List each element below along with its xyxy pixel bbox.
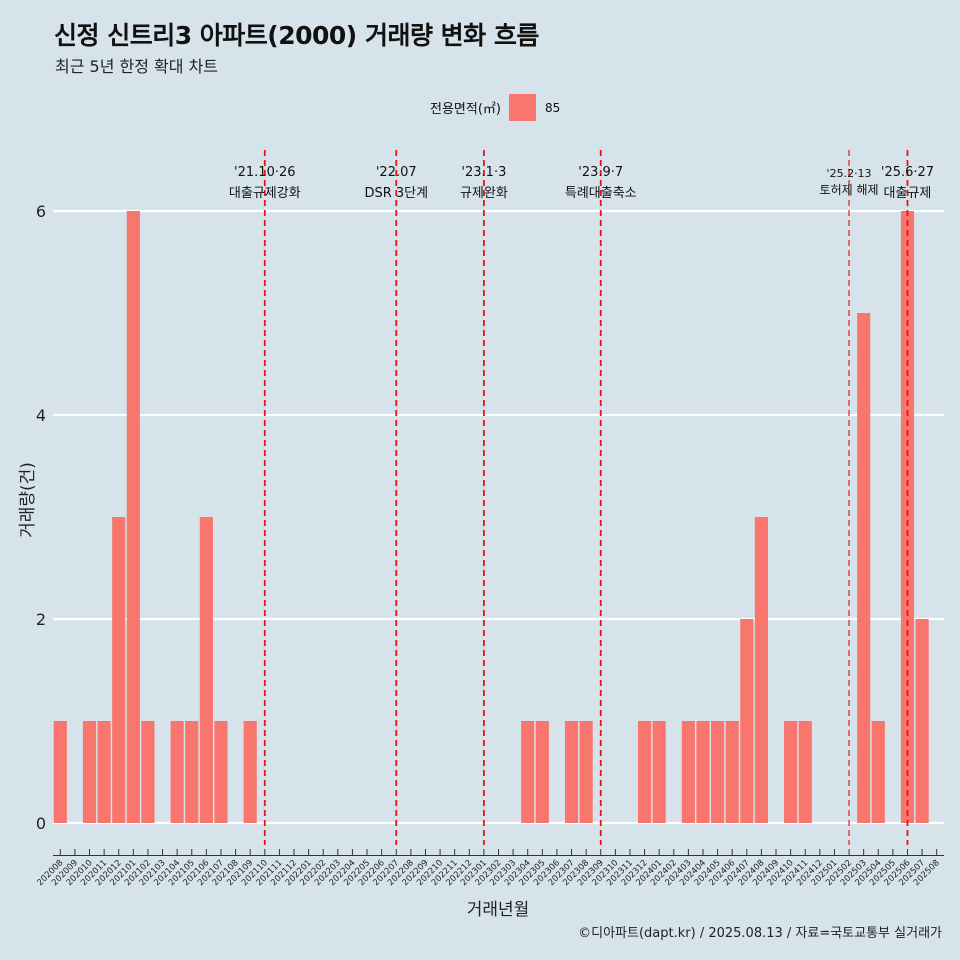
bar <box>521 721 535 823</box>
bar <box>97 721 111 823</box>
bar <box>126 211 140 823</box>
bar <box>900 211 915 823</box>
bar <box>637 721 652 823</box>
chart-subtitle: 최근 5년 한정 확대 차트 <box>55 57 219 76</box>
annotation-label: DSR 3단계 <box>364 186 428 201</box>
bar <box>696 721 710 823</box>
annotation-date: '22.07 <box>376 165 417 180</box>
bar <box>214 721 228 823</box>
annotation-label: 대출규제강화 <box>229 186 301 201</box>
bar <box>53 721 67 823</box>
bar <box>681 721 695 823</box>
bar <box>170 721 184 823</box>
bar <box>857 313 871 823</box>
bar <box>243 721 257 823</box>
annotation-label: 대출규제 <box>884 186 932 201</box>
bar <box>82 721 97 823</box>
bar <box>725 721 739 823</box>
y-axis-title: 거래량(건) <box>18 462 38 538</box>
y-tick-label: 6 <box>36 202 46 221</box>
y-tick-label: 0 <box>36 814 46 833</box>
bar <box>579 721 593 823</box>
annotation-label: 규제완화 <box>460 186 508 201</box>
annotation-date: '25.2·13 <box>827 167 872 180</box>
source-caption: ©디아파트(dapt.kr) / 2025.08.13 / 자료=국토교통부 실… <box>578 926 942 941</box>
chart-title: 신정 신트리3 아파트(2000) 거래량 변화 흐름 <box>54 21 539 50</box>
bar <box>112 517 126 823</box>
bar <box>185 721 199 823</box>
bar <box>740 619 754 823</box>
annotation-label: 특례대출축소 <box>565 186 637 201</box>
y-tick-label: 2 <box>36 610 46 629</box>
annotation-date: '21.10·26 <box>234 165 295 180</box>
x-axis-title: 거래년월 <box>467 900 530 920</box>
bar <box>784 721 798 823</box>
annotation-date: '25.6·27 <box>881 165 934 180</box>
legend-series-label: 85 <box>544 100 561 115</box>
y-tick-label: 4 <box>36 406 46 425</box>
bar <box>754 517 768 823</box>
bar <box>915 619 929 823</box>
bar <box>564 721 579 823</box>
legend-swatch <box>508 94 536 121</box>
bar <box>652 721 666 823</box>
annotation-label: 토허제 해제 <box>820 183 879 197</box>
annotation-date: '23.1·3 <box>461 165 506 180</box>
legend-title: 전용면적(㎡) <box>430 102 501 117</box>
bar <box>535 721 549 823</box>
bar <box>711 721 725 823</box>
legend: 전용면적(㎡) 85 <box>430 94 560 121</box>
bar <box>141 721 155 823</box>
bar <box>798 721 812 823</box>
bar <box>871 721 885 823</box>
annotation-date: '23.9·7 <box>578 165 623 180</box>
bar <box>199 517 213 823</box>
